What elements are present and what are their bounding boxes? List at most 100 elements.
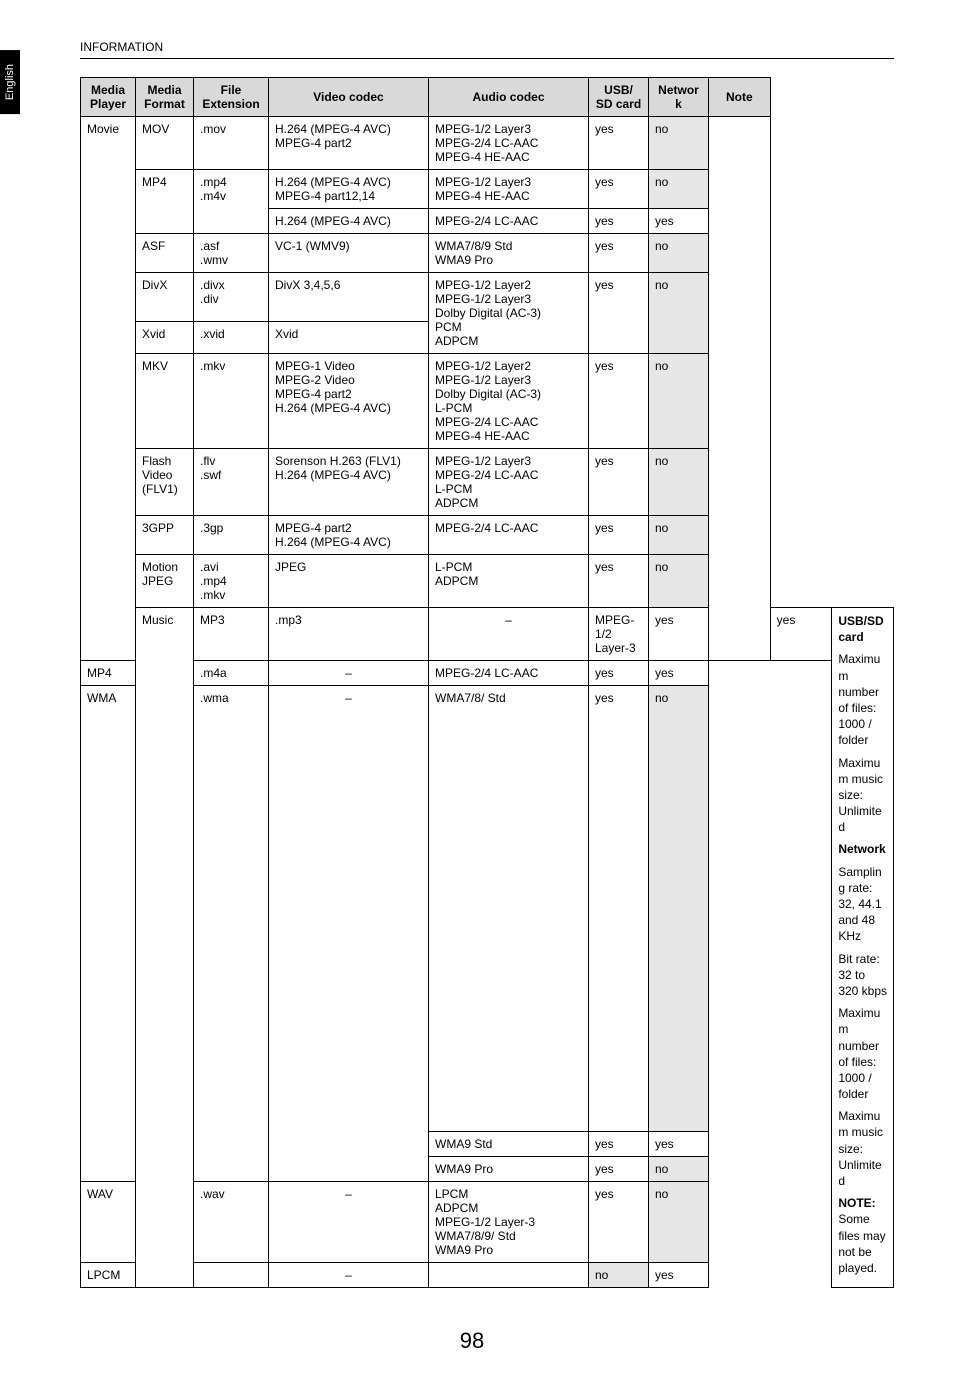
cell-ext: .wav — [194, 1182, 269, 1263]
cell-usb: yes — [649, 608, 709, 661]
table-row: WMA .wma – WMA7/8/ Std yes no — [81, 686, 894, 1132]
cell-ext: .avi .mp4 .mkv — [194, 555, 269, 608]
cell-audio — [429, 1263, 589, 1288]
cell-net: yes — [649, 661, 709, 686]
note-line: Maximum number of files: 1000 / folder — [838, 651, 887, 748]
cell-usb: yes — [589, 117, 649, 170]
note-line: Maximum number of files: 1000 / folder — [838, 1005, 887, 1102]
note-line: Maximum music size: Unlimited — [838, 755, 887, 836]
cell-format: Motion JPEG — [136, 555, 194, 608]
cell-net: no — [649, 686, 709, 1132]
cell-audio: MPEG-1/2 Layer-3 — [589, 608, 649, 661]
cell-format: Xvid — [136, 322, 194, 354]
cell-format: Flash Video (FLV1) — [136, 449, 194, 516]
table-header-row: Media Player Media Format File Extension… — [81, 78, 894, 117]
cell-audio: MPEG-2/4 LC-AAC — [429, 661, 589, 686]
cell-usb: yes — [589, 686, 649, 1132]
cell-usb: yes — [589, 1182, 649, 1263]
table-row: Movie MOV .mov H.264 (MPEG-4 AVC) MPEG-4… — [81, 117, 894, 170]
cell-format: MP4 — [136, 170, 194, 234]
cell-format: MKV — [136, 354, 194, 449]
cell-audio: MPEG-1/2 Layer2 MPEG-1/2 Layer3 Dolby Di… — [429, 273, 589, 354]
cell-usb: yes — [589, 234, 649, 273]
cell-net: no — [649, 449, 709, 516]
cell-usb: yes — [589, 516, 649, 555]
table-row: LPCM – no yes — [81, 1263, 894, 1288]
cell-format: ASF — [136, 234, 194, 273]
th-file-ext: File Extension — [194, 78, 269, 117]
cell-player-music: Music — [136, 608, 194, 1288]
cell-video: – — [269, 1182, 429, 1263]
cell-format: WAV — [81, 1182, 136, 1263]
cell-audio: WMA7/8/9 Std WMA9 Pro — [429, 234, 589, 273]
cell-usb: yes — [589, 273, 649, 354]
cell-audio: MPEG-1/2 Layer2 MPEG-1/2 Layer3 Dolby Di… — [429, 354, 589, 449]
cell-net: no — [649, 1182, 709, 1263]
cell-ext: .mp3 — [269, 608, 429, 661]
cell-usb: yes — [589, 661, 649, 686]
cell-net: no — [649, 273, 709, 354]
cell-net: yes — [649, 1263, 709, 1288]
cell-video: Sorenson H.263 (FLV1) H.264 (MPEG-4 AVC) — [269, 449, 429, 516]
cell-video: Xvid — [269, 322, 429, 354]
table-row: WAV .wav – LPCM ADPCM MPEG-1/2 Layer-3 W… — [81, 1182, 894, 1263]
note-bold: Network — [838, 842, 885, 856]
cell-video: DivX 3,4,5,6 — [269, 273, 429, 322]
cell-usb: yes — [589, 170, 649, 209]
cell-ext: .mp4 .m4v — [194, 170, 269, 234]
cell-video: MPEG-4 part2 H.264 (MPEG-4 AVC) — [269, 516, 429, 555]
cell-net: no — [649, 555, 709, 608]
cell-ext: .flv .swf — [194, 449, 269, 516]
cell-usb: yes — [589, 449, 649, 516]
cell-ext: .wma — [194, 686, 269, 1182]
cell-net: no — [649, 1157, 709, 1182]
table-row: Flash Video (FLV1) .flv .swf Sorenson H.… — [81, 449, 894, 516]
cell-net: no — [649, 354, 709, 449]
cell-format: MP3 — [194, 608, 269, 661]
table-row: 3GPP .3gp MPEG-4 part2 H.264 (MPEG-4 AVC… — [81, 516, 894, 555]
cell-format: WMA — [81, 686, 136, 1182]
cell-video: – — [429, 608, 589, 661]
cell-format: DivX — [136, 273, 194, 322]
cell-video: – — [269, 686, 429, 1182]
codec-table: Media Player Media Format File Extension… — [80, 77, 894, 1288]
cell-player-movie: Movie — [81, 117, 136, 661]
table-row: Music MP3 .mp3 – MPEG-1/2 Layer-3 yes ye… — [81, 608, 894, 661]
th-video-codec: Video codec — [269, 78, 429, 117]
cell-net: no — [649, 170, 709, 209]
cell-video: VC-1 (WMV9) — [269, 234, 429, 273]
cell-ext: .mkv — [194, 354, 269, 449]
cell-format: MOV — [136, 117, 194, 170]
th-audio-codec: Audio codec — [429, 78, 589, 117]
cell-video: – — [269, 1263, 429, 1288]
cell-usb: yes — [589, 209, 649, 234]
cell-audio: MPEG-1/2 Layer3 MPEG-2/4 LC-AAC L-PCM AD… — [429, 449, 589, 516]
cell-ext: .asf .wmv — [194, 234, 269, 273]
cell-video: H.264 (MPEG-4 AVC) MPEG-4 part2 — [269, 117, 429, 170]
note-line: Maximum music size: Unlimited — [838, 1108, 887, 1189]
cell-audio: LPCM ADPCM MPEG-1/2 Layer-3 WMA7/8/9/ St… — [429, 1182, 589, 1263]
language-tab: English — [0, 50, 20, 114]
cell-format: 3GPP — [136, 516, 194, 555]
note-line: Bit rate: 32 to 320 kbps — [838, 951, 887, 1000]
note-line: Some files may not be played. — [838, 1212, 885, 1275]
th-note: Note — [709, 78, 771, 117]
table-row: ASF .asf .wmv VC-1 (WMV9) WMA7/8/9 Std W… — [81, 234, 894, 273]
th-network: Network — [649, 78, 709, 117]
cell-usb: no — [589, 1263, 649, 1288]
cell-ext: .3gp — [194, 516, 269, 555]
table-row: MKV .mkv MPEG-1 Video MPEG-2 Video MPEG-… — [81, 354, 894, 449]
cell-ext: .m4a — [194, 661, 269, 686]
th-media-player: Media Player — [81, 78, 136, 117]
cell-video: JPEG — [269, 555, 429, 608]
cell-net: yes — [649, 1132, 709, 1157]
cell-ext — [194, 1263, 269, 1288]
cell-net: no — [649, 516, 709, 555]
th-media-format: Media Format — [136, 78, 194, 117]
cell-usb: yes — [589, 354, 649, 449]
cell-audio: MPEG-2/4 LC-AAC — [429, 209, 589, 234]
note-line: Sampling rate: 32, 44.1 and 48 KHz — [838, 864, 887, 945]
cell-net: no — [649, 117, 709, 170]
cell-net: yes — [770, 608, 832, 661]
cell-audio: L-PCM ADPCM — [429, 555, 589, 608]
